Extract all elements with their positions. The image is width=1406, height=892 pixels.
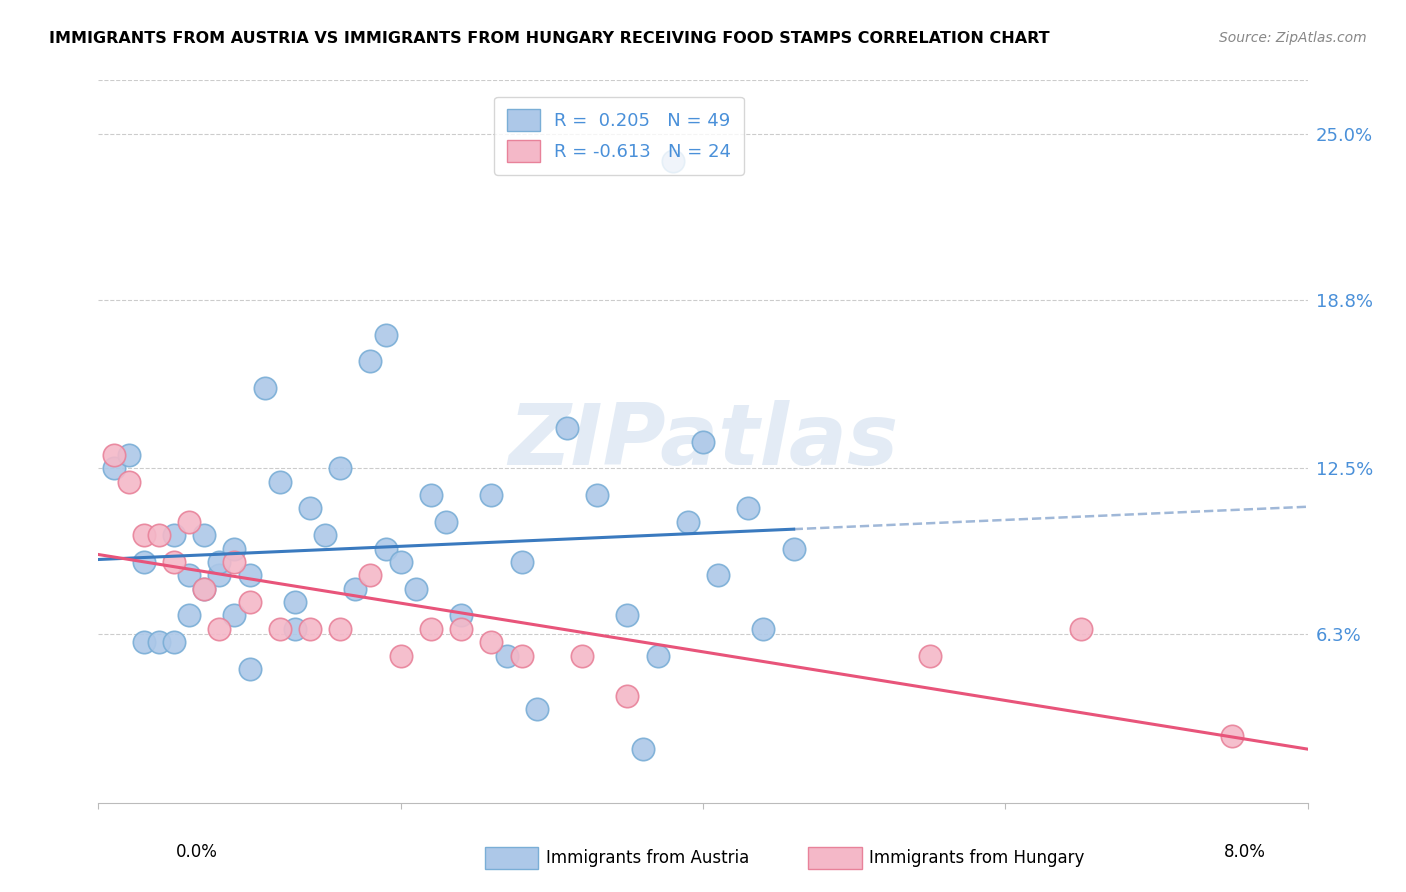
Point xyxy=(163,635,186,649)
Point xyxy=(329,461,352,475)
Point xyxy=(132,635,155,649)
Point xyxy=(299,622,322,636)
Point xyxy=(208,555,231,569)
Point xyxy=(555,421,578,435)
Point xyxy=(420,622,443,636)
Point xyxy=(481,488,503,502)
Point xyxy=(239,595,262,609)
Point xyxy=(208,568,231,582)
Point xyxy=(389,555,412,569)
Point xyxy=(481,635,503,649)
Point xyxy=(737,501,759,516)
Point xyxy=(163,528,186,542)
Point xyxy=(707,568,730,582)
Point xyxy=(118,475,141,489)
Point xyxy=(103,448,125,462)
Point xyxy=(344,582,367,596)
Point xyxy=(405,582,427,596)
Point xyxy=(269,622,291,636)
Point xyxy=(676,515,699,529)
Point xyxy=(661,153,683,168)
Point xyxy=(918,648,941,663)
Point xyxy=(253,381,276,395)
Point xyxy=(284,595,307,609)
Point xyxy=(224,608,246,623)
Point xyxy=(103,461,125,475)
Text: 8.0%: 8.0% xyxy=(1223,843,1265,861)
Point xyxy=(586,488,609,502)
Point xyxy=(148,635,170,649)
Point xyxy=(314,528,336,542)
Point xyxy=(450,608,472,623)
Text: Source: ZipAtlas.com: Source: ZipAtlas.com xyxy=(1219,31,1367,45)
Point xyxy=(269,475,291,489)
Point xyxy=(374,541,396,556)
Point xyxy=(239,662,262,676)
Point xyxy=(616,689,638,703)
Point xyxy=(118,448,141,462)
Point xyxy=(1220,729,1243,743)
Point xyxy=(631,742,654,756)
Point xyxy=(193,528,215,542)
Point xyxy=(450,622,472,636)
Point xyxy=(148,528,170,542)
Point xyxy=(495,648,517,663)
Point xyxy=(510,648,533,663)
Point xyxy=(208,622,231,636)
Point xyxy=(1070,622,1092,636)
Point xyxy=(179,568,201,582)
Point xyxy=(420,488,443,502)
Point xyxy=(284,622,307,636)
Point xyxy=(647,648,669,663)
Point xyxy=(179,515,201,529)
Text: IMMIGRANTS FROM AUSTRIA VS IMMIGRANTS FROM HUNGARY RECEIVING FOOD STAMPS CORRELA: IMMIGRANTS FROM AUSTRIA VS IMMIGRANTS FR… xyxy=(49,31,1050,46)
Point xyxy=(163,555,186,569)
Point xyxy=(434,515,457,529)
Point xyxy=(374,327,396,342)
Point xyxy=(193,582,215,596)
Point xyxy=(526,702,548,716)
Text: ZIPatlas: ZIPatlas xyxy=(508,400,898,483)
Text: Immigrants from Hungary: Immigrants from Hungary xyxy=(869,849,1084,867)
Point xyxy=(360,354,382,368)
Point xyxy=(389,648,412,663)
Point xyxy=(224,555,246,569)
Point xyxy=(510,555,533,569)
Text: 0.0%: 0.0% xyxy=(176,843,218,861)
Point xyxy=(299,501,322,516)
Point xyxy=(224,541,246,556)
Text: Immigrants from Austria: Immigrants from Austria xyxy=(546,849,749,867)
Point xyxy=(132,555,155,569)
Point xyxy=(193,582,215,596)
Point xyxy=(571,648,593,663)
Point xyxy=(692,434,714,449)
Point xyxy=(179,608,201,623)
Point xyxy=(329,622,352,636)
Point xyxy=(239,568,262,582)
Point xyxy=(752,622,775,636)
Legend: R =  0.205   N = 49, R = -0.613   N = 24: R = 0.205 N = 49, R = -0.613 N = 24 xyxy=(495,96,744,175)
Point xyxy=(132,528,155,542)
Point xyxy=(360,568,382,582)
Point xyxy=(783,541,806,556)
Point xyxy=(616,608,638,623)
